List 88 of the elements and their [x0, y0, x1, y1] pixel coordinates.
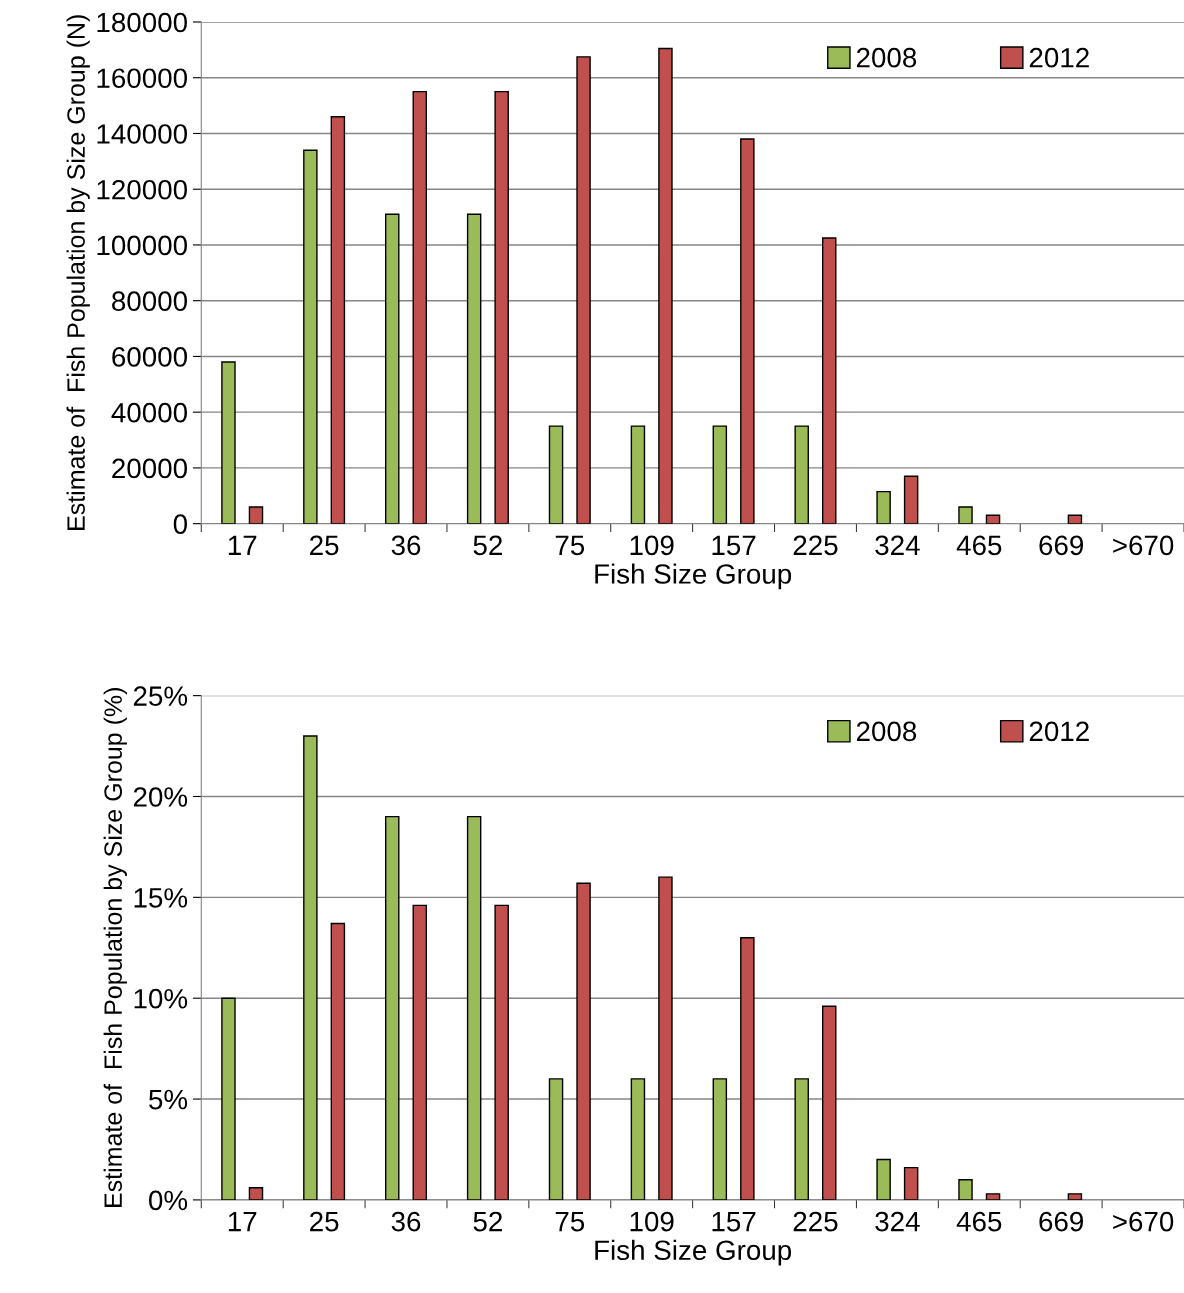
bar [630, 425, 646, 524]
y-tick-label: 20000 [112, 458, 188, 479]
x-tick-label: 157 [712, 535, 756, 556]
y-tick-label: 0 [173, 514, 187, 534]
x-tick-label: 465 [956, 1211, 1002, 1232]
x-axis-title: Fish Size Group [595, 563, 792, 590]
bar [330, 116, 346, 524]
bar [821, 237, 837, 524]
x-tick-label: 52 [473, 535, 502, 556]
bar [658, 47, 673, 524]
bar [876, 1158, 891, 1200]
bar [740, 138, 755, 524]
x-tick-label: 25 [310, 1211, 339, 1232]
x-tick-label: 109 [630, 1211, 674, 1232]
bar [903, 475, 919, 524]
y-tick-label: 15% [134, 888, 188, 908]
bar [903, 1166, 919, 1200]
bar [494, 90, 509, 524]
bar [494, 904, 509, 1200]
bar [712, 425, 728, 524]
y-tick-label: 25% [133, 686, 188, 706]
x-axis-title: Fish Size Group [595, 1239, 792, 1266]
legend-label: 2012 [1029, 47, 1089, 68]
x-tick-label: 324 [875, 535, 920, 556]
bar [985, 1193, 1001, 1200]
x-tick-label: 17 [228, 535, 257, 555]
x-tick-label: 465 [956, 535, 1002, 556]
bar [958, 506, 973, 524]
y-tick-label: 120000 [97, 179, 188, 200]
y-tick-label: 20% [133, 787, 188, 807]
bar [248, 506, 264, 524]
x-tick-label: 157 [712, 1212, 756, 1232]
x-tick-label: 669 [1039, 1211, 1084, 1232]
bar [412, 904, 428, 1200]
y-axis-title: Estimate of Fish Population by Size Group (%) [103, 688, 127, 1207]
bar [958, 1179, 973, 1200]
bar [303, 735, 318, 1200]
bar [466, 815, 482, 1200]
bar [712, 1078, 728, 1200]
x-tick-label: 25 [310, 535, 339, 556]
x-tick-label: 324 [875, 1211, 920, 1232]
x-tick-label: 225 [793, 1211, 838, 1232]
bar [548, 425, 564, 524]
y-tick-label: 40000 [111, 402, 188, 423]
bar [740, 936, 755, 1200]
x-tick-label: 75 [555, 1212, 585, 1232]
bar [658, 876, 673, 1200]
y-tick-label: 5% [149, 1089, 188, 1110]
y-axis-title: Estimate of Fish Population by Size Group (N) [66, 15, 90, 530]
bar [330, 922, 346, 1200]
bar [1067, 1193, 1083, 1200]
legend-label: 2008 [856, 721, 917, 742]
y-tick-label: 180000 [97, 12, 188, 33]
legend-label: 2008 [856, 47, 917, 68]
bar [385, 213, 400, 524]
bar [821, 1005, 837, 1200]
bar [876, 490, 891, 524]
bar [385, 815, 400, 1200]
y-tick-label: 100000 [97, 235, 188, 256]
x-tick-label: 52 [473, 1211, 502, 1232]
x-tick-label: 225 [793, 535, 838, 556]
bar [548, 1078, 564, 1200]
x-tick-label: 17 [228, 1212, 257, 1232]
bar [466, 213, 482, 524]
bar [221, 361, 236, 524]
bar [248, 1187, 264, 1200]
x-tick-label: 109 [630, 535, 674, 556]
bar [576, 56, 591, 524]
x-tick-label: 75 [555, 535, 585, 556]
bar [576, 882, 591, 1200]
bar [794, 1078, 809, 1200]
x-tick-label: >670 [1113, 1211, 1174, 1232]
x-tick-label: 36 [391, 1211, 421, 1232]
bar [630, 1078, 646, 1200]
bar [303, 149, 318, 524]
bar [412, 90, 428, 524]
y-tick-label: 0% [149, 1190, 188, 1211]
x-tick-label: 669 [1039, 535, 1084, 556]
x-tick-label: >670 [1113, 535, 1174, 556]
y-tick-label: 80000 [112, 291, 188, 312]
y-tick-label: 160000 [97, 68, 188, 89]
y-tick-label: 140000 [97, 124, 188, 144]
legend-label: 2012 [1029, 721, 1089, 742]
y-tick-label: 60000 [112, 347, 188, 367]
x-tick-label: 36 [391, 535, 421, 556]
y-tick-label: 10% [134, 988, 188, 1009]
bar [221, 997, 236, 1200]
bar [794, 425, 809, 524]
